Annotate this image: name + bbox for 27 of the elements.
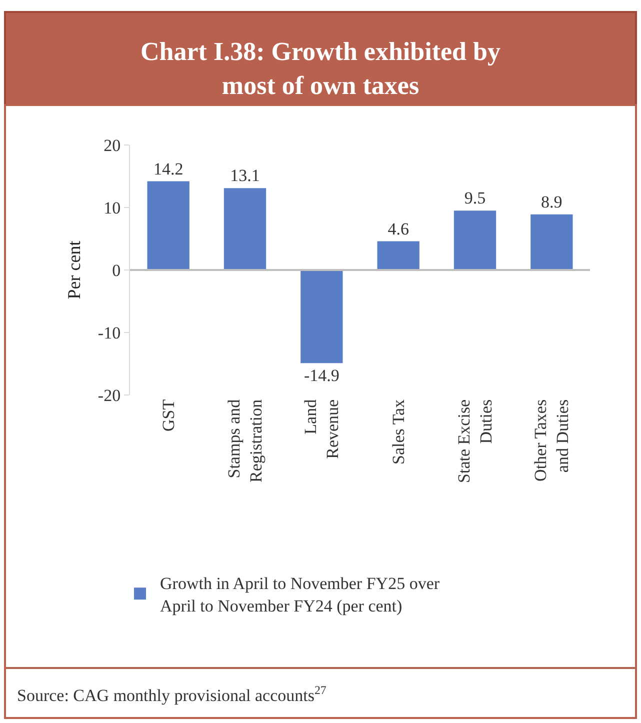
y-tick-label: -20 xyxy=(98,386,121,405)
y-tick-label: -10 xyxy=(98,323,121,342)
bar xyxy=(454,210,496,270)
data-label: 4.6 xyxy=(388,219,409,238)
chart-title: Chart I.38: Growth exhibited by most of own taxes xyxy=(140,37,500,100)
bar xyxy=(147,181,190,270)
legend-label: Growth in April to November FY25 over April to November FY24 (per cent) xyxy=(160,574,440,616)
x-tick-label: Sales Tax xyxy=(388,398,408,464)
data-label: 8.9 xyxy=(541,192,562,212)
data-label: 13.1 xyxy=(230,166,260,186)
bar xyxy=(224,188,266,270)
x-tick-label: Other Taxes and Duties xyxy=(531,399,572,482)
x-tick-label: Land Revenue xyxy=(301,398,342,459)
y-tick-label: 10 xyxy=(104,198,121,218)
data-label: 14.2 xyxy=(153,159,184,178)
data-label: 9.5 xyxy=(464,188,486,208)
bar xyxy=(530,214,573,270)
bar xyxy=(377,241,420,270)
data-label: -14.9 xyxy=(304,366,340,386)
y-axis-title: Per cent xyxy=(64,240,84,300)
bar xyxy=(300,270,343,364)
y-tick-label: 0 xyxy=(112,260,121,280)
y-tick-label: 20 xyxy=(104,136,121,155)
x-tick-label: Stamps and Registration xyxy=(224,398,266,483)
x-tick-label: GST xyxy=(158,398,178,432)
source-note: Source: CAG monthly provisional accounts$^{27}$ xyxy=(17,683,326,706)
x-tick-label: State Excise Duties xyxy=(454,399,496,483)
